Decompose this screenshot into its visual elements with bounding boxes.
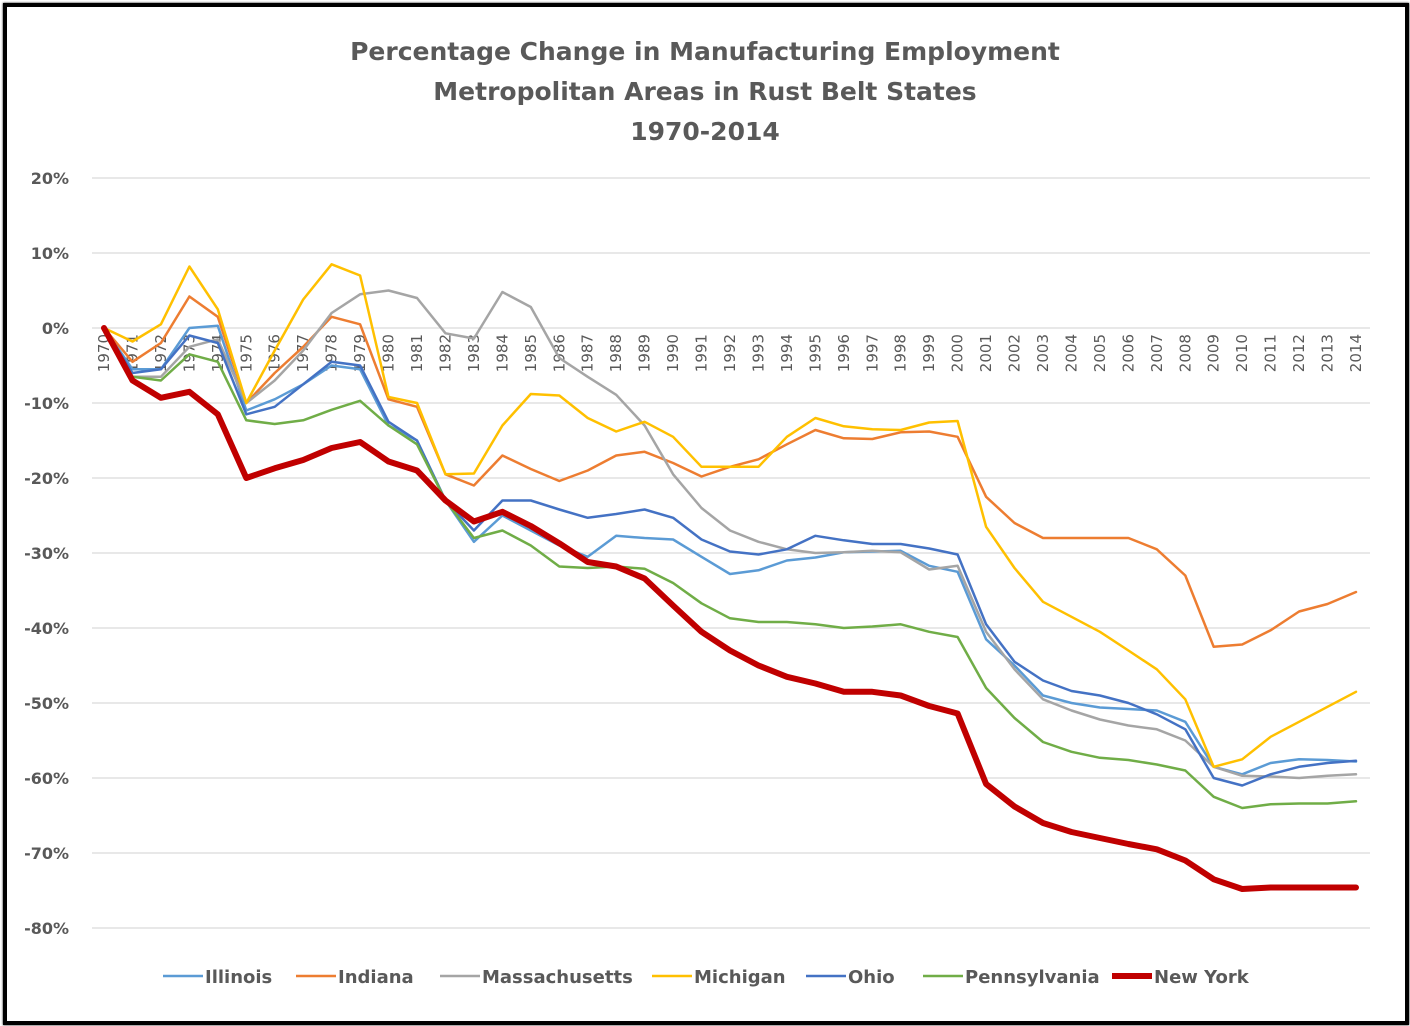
series-line-ohio xyxy=(102,326,1358,787)
series-line-michigan xyxy=(102,263,1358,769)
x-tick-label: 1998 xyxy=(892,334,910,372)
legend-item-pennsylvania: Pennsylvania xyxy=(923,967,1100,988)
x-tick-label: 1991 xyxy=(693,334,711,372)
y-tick-label: -40% xyxy=(24,619,69,638)
x-tick-label: 2006 xyxy=(1119,334,1137,372)
legend-item-michigan: Michigan xyxy=(652,967,786,988)
x-tick-label: 2001 xyxy=(977,334,995,372)
legend-label: Ohio xyxy=(848,967,895,988)
gridlines xyxy=(92,177,1370,929)
legend-label: Michigan xyxy=(694,967,786,988)
y-tick-label: 10% xyxy=(31,244,69,263)
x-tick-label: 1970 xyxy=(95,334,113,372)
x-tick-label: 1997 xyxy=(863,334,881,372)
x-tick-label: 2003 xyxy=(1034,334,1052,372)
y-tick-label: -50% xyxy=(24,694,69,713)
series-line-massachusetts xyxy=(102,289,1358,780)
legend-label: Illinois xyxy=(205,967,272,988)
legend-label: New York xyxy=(1154,967,1250,988)
x-tick-label: 2013 xyxy=(1319,334,1337,372)
y-tick-label: -20% xyxy=(24,469,69,488)
x-tick-label: 2000 xyxy=(949,334,967,372)
legend-item-indiana: Indiana xyxy=(296,967,414,988)
x-tick-label: 2008 xyxy=(1176,334,1194,372)
x-tick-label: 1990 xyxy=(664,334,682,372)
y-tick-label: -60% xyxy=(24,769,69,788)
legend-item-new-york: New York xyxy=(1112,967,1250,988)
x-tick-label: 2007 xyxy=(1148,334,1166,372)
series-line-new-york xyxy=(101,325,1359,892)
x-tick-label: 1989 xyxy=(636,334,654,372)
x-tick-label: 1992 xyxy=(721,334,739,372)
legend-label: Pennsylvania xyxy=(965,967,1100,988)
x-tick-label: 1981 xyxy=(408,334,426,372)
x-tick-label: 2014 xyxy=(1347,334,1365,372)
x-tick-label: 1982 xyxy=(436,334,454,372)
y-tick-label: 0% xyxy=(42,319,69,338)
x-tick-label: 1988 xyxy=(607,334,625,372)
legend-label: Indiana xyxy=(338,967,414,988)
x-tick-label: 1993 xyxy=(749,334,767,372)
y-tick-label: 20% xyxy=(31,169,69,188)
legend-label: Massachusetts xyxy=(482,967,633,988)
series-lines xyxy=(101,263,1359,892)
y-axis-tick-labels: 20% 10% 0% -10% -20% -30% -40% -50% -60% -70% -80% xyxy=(24,169,69,938)
x-tick-label: 1980 xyxy=(380,334,398,372)
x-tick-label: 2012 xyxy=(1290,334,1308,372)
legend-item-illinois: Illinois xyxy=(163,967,272,988)
series-line-pennsylvania xyxy=(102,326,1358,810)
x-tick-label: 1974 xyxy=(209,334,227,372)
x-tick-label: 1994 xyxy=(778,334,796,372)
legend-item-ohio: Ohio xyxy=(806,967,895,988)
x-tick-label: 1987 xyxy=(579,334,597,372)
x-tick-label: 1979 xyxy=(351,334,369,372)
x-tick-label: 1986 xyxy=(550,334,568,372)
legend-item-massachusetts: Massachusetts xyxy=(440,967,633,988)
x-tick-label: 2005 xyxy=(1091,334,1109,372)
x-tick-label: 1983 xyxy=(465,334,483,372)
x-tick-label: 2002 xyxy=(1006,334,1024,372)
x-tick-label: 1996 xyxy=(835,334,853,372)
y-tick-label: -10% xyxy=(24,394,69,413)
x-tick-label: 2009 xyxy=(1205,334,1223,372)
x-tick-label: 1984 xyxy=(493,334,511,372)
chart-title: Percentage Change in Manufacturing Emplo… xyxy=(0,32,1410,152)
y-tick-label: -80% xyxy=(24,919,69,938)
x-tick-label: 2010 xyxy=(1233,334,1251,372)
x-tick-label: 1975 xyxy=(237,334,255,372)
legend: Illinois Indiana Massachusetts Michigan Ohio… xyxy=(163,967,1250,988)
x-tick-label: 1972 xyxy=(152,334,170,372)
y-tick-label: -70% xyxy=(24,844,69,863)
x-tick-label: 1999 xyxy=(920,334,938,372)
chart-title-line-3: 1970-2014 xyxy=(630,117,780,146)
x-tick-label: 2011 xyxy=(1262,334,1280,372)
x-tick-label: 1985 xyxy=(522,334,540,372)
x-tick-label: 1995 xyxy=(806,334,824,372)
chart-title-line-2: Metropolitan Areas in Rust Belt States xyxy=(433,77,977,106)
chart-title-line-1: Percentage Change in Manufacturing Emplo… xyxy=(350,37,1060,66)
x-tick-label: 2004 xyxy=(1062,334,1080,372)
x-axis-tick-labels: 1970 1971 1972 1973 1974 1975 1976 1977 1978 1979… xyxy=(95,334,1365,372)
y-tick-label: -30% xyxy=(24,544,69,563)
